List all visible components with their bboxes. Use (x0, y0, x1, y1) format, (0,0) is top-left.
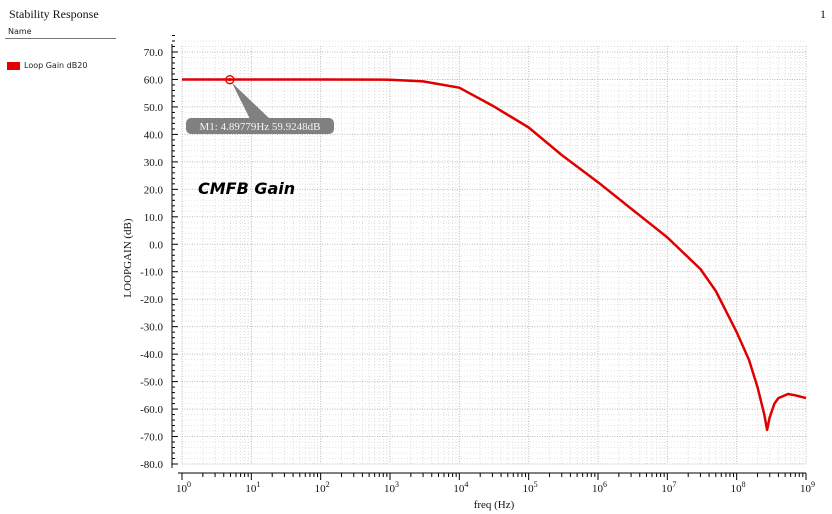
y-tick-label: 40.0 (144, 129, 164, 141)
marker-m1[interactable] (225, 75, 235, 85)
y-tick-label: -50.0 (140, 377, 163, 389)
marker-m1-dot (228, 78, 232, 82)
legend-item-loop-gain[interactable]: Loop Gain dB20 (7, 61, 87, 70)
y-tick-label: 20.0 (144, 184, 164, 196)
page-number: 1 (820, 7, 826, 21)
x-axis-label: freq (Hz) (474, 499, 515, 511)
marker-callout-pointer (231, 82, 270, 119)
annotation-cmfb-gain: CMFB Gain (198, 179, 295, 198)
legend-header-divider (5, 38, 116, 39)
y-tick-label: -60.0 (140, 404, 163, 416)
y-tick-label: 50.0 (144, 102, 164, 114)
x-tick-label: 106 (592, 480, 607, 495)
y-tick-label: 0.0 (149, 239, 163, 251)
marker-label-box (186, 118, 334, 134)
y-tick-label: 60.0 (144, 74, 164, 86)
x-tick-label: 107 (661, 480, 676, 495)
x-tick-label: 109 (800, 480, 815, 495)
x-tick-label: 101 (245, 480, 260, 495)
legend-name-header: Name (8, 27, 32, 36)
y-tick-label: 10.0 (144, 212, 164, 224)
x-tick-label: 102 (315, 480, 330, 495)
y-tick-label: 70.0 (144, 47, 164, 59)
y-tick-label: -20.0 (140, 294, 163, 306)
y-tick-label: -80.0 (140, 459, 163, 471)
x-tick-label: 105 (523, 480, 538, 495)
y-tick-label: -30.0 (140, 322, 163, 334)
x-tick-label: 108 (731, 480, 746, 495)
window-title: Stability Response (9, 7, 99, 21)
x-tick-label: 103 (384, 480, 399, 495)
x-tick-label: 100 (176, 480, 191, 495)
marker-label: M1: 4.89779Hz 59.9248dB (200, 121, 321, 133)
legend-swatch (7, 61, 20, 70)
series-line-loop-gain (182, 78, 807, 432)
y-tick-label: -10.0 (140, 267, 163, 279)
y-tick-label: -40.0 (140, 349, 163, 361)
y-tick-label: 30.0 (144, 157, 164, 169)
legend-label: Loop Gain dB20 (24, 61, 88, 70)
y-axis-label: LOOPGAIN (dB) (122, 218, 134, 297)
x-tick-label: 104 (453, 480, 468, 495)
y-tick-label: -70.0 (140, 432, 163, 444)
